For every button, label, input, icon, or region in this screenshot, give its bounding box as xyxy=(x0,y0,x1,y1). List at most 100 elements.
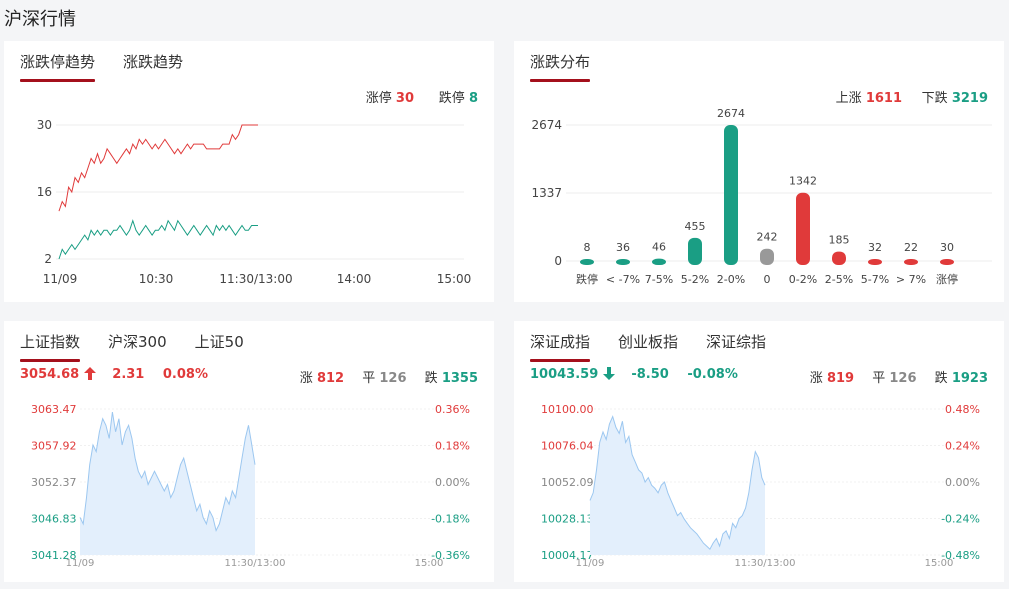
x-tick-label: 11/09 xyxy=(66,558,95,569)
tab-distribution[interactable]: 涨跌分布 xyxy=(530,51,591,82)
sz-down-label: 跌 xyxy=(934,371,948,386)
distribution-bar xyxy=(760,248,774,265)
category-label: 7-5% xyxy=(645,273,673,286)
distribution-bar xyxy=(724,125,738,265)
y-tick-label-left: 3041.28 xyxy=(31,549,77,562)
distribution-bar xyxy=(652,258,666,265)
distribution-bar xyxy=(904,259,918,265)
x-tick-label: 15:00 xyxy=(415,558,444,569)
limit-down-label: 跌停 xyxy=(438,91,465,106)
x-tick-label: 11:30/13:00 xyxy=(224,558,285,569)
x-tick-label: 11/09 xyxy=(43,272,78,286)
y-tick-label-left: 3046.83 xyxy=(31,513,77,526)
limit-up-stat: 涨停 30 xyxy=(366,87,414,106)
sh-intraday-chart: 3063.47 0.36% 3057.92 0.18% 3052.37 0.00% 3046… xyxy=(31,403,470,569)
sz-change: -8.50 xyxy=(631,367,669,382)
distribution-panel: 涨跌分布 上涨 1611 下跌 3219 2674 1337 0 8 跌停 36 < -7%… xyxy=(514,41,1004,302)
category-label: 2-5% xyxy=(825,273,853,286)
category-label: 5-7% xyxy=(861,273,889,286)
bar-value-label: 8 xyxy=(584,241,591,254)
series-line xyxy=(58,124,258,212)
rise-label: 上涨 xyxy=(835,91,862,106)
x-tick-label: 11:30/13:00 xyxy=(219,272,292,286)
sh-up-count: 812 xyxy=(316,371,345,386)
sh-change: 2.31 xyxy=(112,367,145,382)
y-tick-label-right: 0.24% xyxy=(945,440,980,453)
fall-stat: 下跌 3219 xyxy=(922,87,988,106)
tab-sse50[interactable]: 上证50 xyxy=(194,333,244,351)
y-tick-label: 2 xyxy=(44,252,52,266)
y-tick-label-left: 3063.47 xyxy=(31,403,77,416)
limit-down-value: 8 xyxy=(468,91,478,106)
tab-limit-trend[interactable]: 涨跌停趋势 xyxy=(20,51,96,82)
y-tick-label-right: -0.48% xyxy=(941,549,980,562)
page-title: 沪深行情 xyxy=(4,9,76,30)
bar-value-label: 30 xyxy=(940,241,954,254)
distribution-bar xyxy=(580,259,594,265)
bar-value-label: 32 xyxy=(868,241,882,254)
sh-price: 3054.68 xyxy=(20,367,80,382)
rise-stat: 上涨 1611 xyxy=(836,87,902,106)
sh-flat-count: 126 xyxy=(379,371,407,386)
distribution-chart: 2674 1337 0 8 跌停 36 < -7% 46 7-5% 455 5-2% 2674 2-0%… xyxy=(531,107,992,286)
y-tick-label-left: 10076.04 xyxy=(541,440,594,453)
category-label: < -7% xyxy=(606,273,640,286)
category-label: 涨停 xyxy=(936,272,958,286)
bar-value-label: 36 xyxy=(616,241,630,254)
sh-breadth: 涨 812 平 126 跌 1355 xyxy=(300,367,478,386)
x-tick-label: 14:00 xyxy=(337,272,372,286)
sz-flat-label: 平 xyxy=(872,371,886,386)
sz-flat-count: 126 xyxy=(889,371,917,386)
sh-down-count: 1355 xyxy=(441,371,478,386)
tab-csi300[interactable]: 沪深300 xyxy=(108,333,167,351)
x-tick-label: 11/09 xyxy=(576,558,605,569)
sz-change-pct: -0.08% xyxy=(687,367,738,382)
distribution-bar xyxy=(940,259,954,265)
tab-chinext[interactable]: 创业板指 xyxy=(618,333,679,351)
sz-quote: 10043.59 -8.50 -0.08% xyxy=(530,367,738,382)
sz-breadth: 涨 819 平 126 跌 1923 xyxy=(810,367,988,386)
sh-flat-label: 平 xyxy=(362,371,376,386)
tab-sz-component[interactable]: 深证成指 xyxy=(530,331,591,362)
bar-value-label: 22 xyxy=(904,241,918,254)
y-tick-label-left: 10052.09 xyxy=(541,476,594,489)
category-label: > 7% xyxy=(896,273,926,286)
bar-value-label: 455 xyxy=(685,220,706,233)
tab-rise-fall-trend[interactable]: 涨跌趋势 xyxy=(123,53,184,71)
fall-value: 3219 xyxy=(951,91,988,106)
tab-sz-composite[interactable]: 深证综指 xyxy=(706,333,767,351)
y-tick-label-right: 0.18% xyxy=(435,440,470,453)
sh-change-pct: 0.08% xyxy=(162,367,208,382)
x-tick-label: 11:30/13:00 xyxy=(734,558,795,569)
limit-up-label: 涨停 xyxy=(365,91,392,106)
bar-value-label: 1342 xyxy=(789,175,817,188)
sh-up-label: 涨 xyxy=(299,371,313,386)
distribution-bar xyxy=(868,259,882,265)
distribution-bar xyxy=(832,251,846,265)
y-tick-label-right: 0.48% xyxy=(945,403,980,416)
tab-sh-composite[interactable]: 上证指数 xyxy=(20,331,81,362)
x-tick-label: 10:30 xyxy=(139,272,174,286)
bar-value-label: 46 xyxy=(652,241,666,254)
y-tick-label: 1337 xyxy=(531,186,562,200)
price-line xyxy=(79,412,256,532)
y-tick-label-left: 10028.13 xyxy=(541,513,594,526)
distribution-bar xyxy=(616,259,630,265)
sz-up-count: 819 xyxy=(826,371,855,386)
y-tick-label: 0 xyxy=(554,254,562,268)
price-area xyxy=(80,412,255,555)
fall-label: 下跌 xyxy=(921,91,948,106)
arrow-up-icon xyxy=(83,367,96,380)
series-line xyxy=(58,219,258,260)
bar-value-label: 242 xyxy=(757,231,778,244)
sz-index-panel: 深证成指 创业板指 深证综指 10043.59 -8.50 -0.08% 涨 8… xyxy=(514,321,1004,582)
y-tick-label-right: 0.36% xyxy=(435,403,470,416)
distribution-bar xyxy=(688,237,702,265)
y-tick-label-right: -0.18% xyxy=(431,513,470,526)
y-tick-label-left: 10100.00 xyxy=(541,403,594,416)
sh-index-panel: 上证指数 沪深300 上证50 3054.68 2.31 0.08% 涨 812… xyxy=(4,321,494,582)
sz-price: 10043.59 xyxy=(530,367,599,382)
arrow-down-icon xyxy=(602,367,615,380)
limit-up-value: 30 xyxy=(395,91,414,106)
y-tick-label-right: 0.00% xyxy=(945,476,980,489)
